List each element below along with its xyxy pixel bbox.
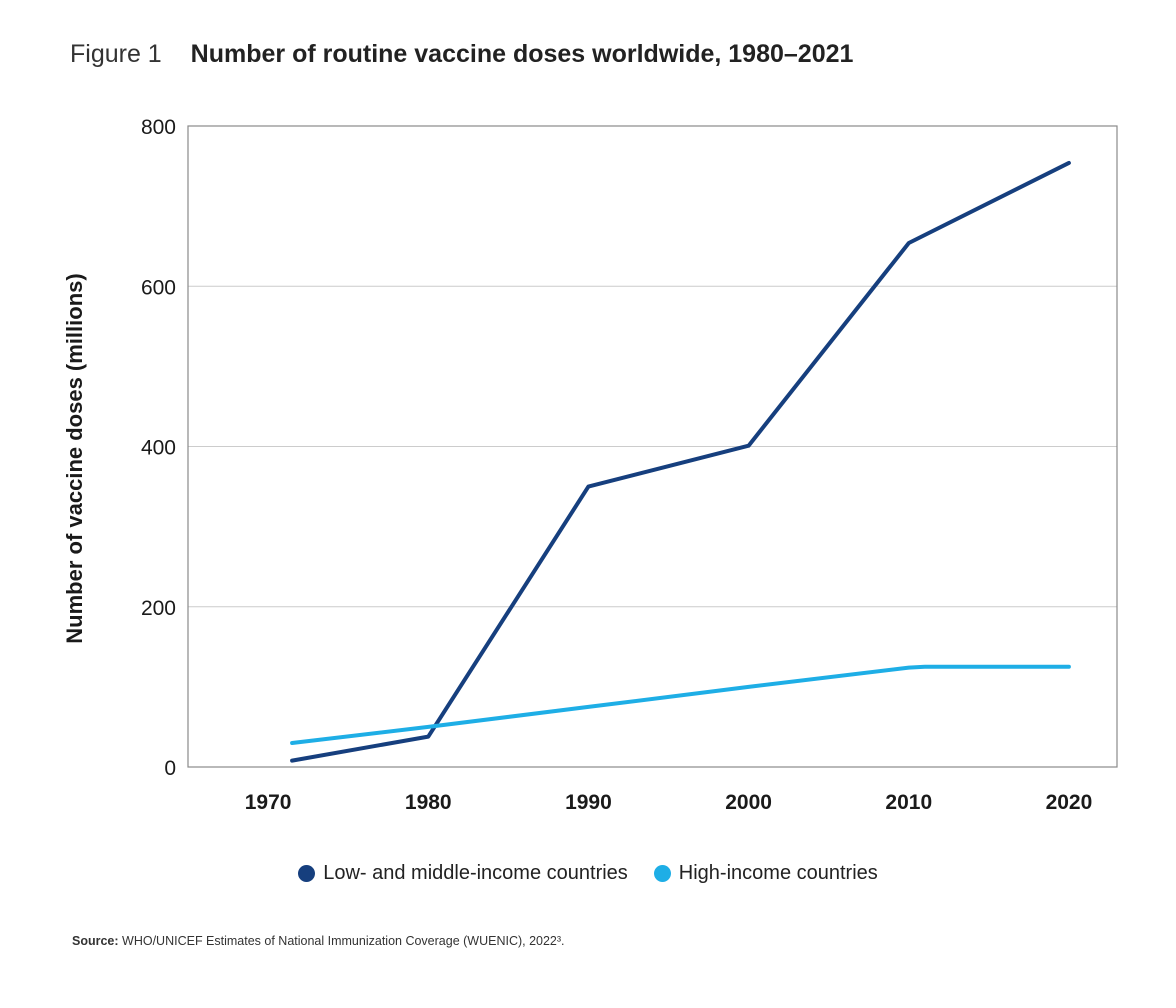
source-prefix: Source: bbox=[72, 934, 119, 948]
series-line-high-income bbox=[290, 664, 1071, 745]
figure-label: Figure 1 bbox=[70, 40, 162, 68]
source-text: WHO/UNICEF Estimates of National Immuniz… bbox=[122, 934, 565, 948]
x-tick-label-2010: 2010 bbox=[885, 791, 932, 814]
y-tick-label-200: 200 bbox=[141, 597, 176, 620]
y-tick-label-600: 600 bbox=[141, 276, 176, 299]
legend-dot-low-middle-icon bbox=[298, 865, 316, 882]
x-tick-label-2020: 2020 bbox=[1046, 791, 1093, 814]
figure-title: Number of routine vaccine doses worldwid… bbox=[190, 40, 854, 68]
source-note: Source: WHO/UNICEF Estimates of National… bbox=[72, 934, 565, 948]
series-line-low-middle-income bbox=[290, 160, 1071, 763]
x-tick-label-1980: 1980 bbox=[405, 791, 452, 814]
y-tick-label-400: 400 bbox=[141, 437, 176, 460]
legend-label-low-middle: Low- and middle-income countries bbox=[323, 862, 628, 884]
line-chart: 0 200 400 600 800 1970 1980 1990 2000 2010 2020 Num… bbox=[62, 116, 1118, 814]
legend-item-high: High-income countries bbox=[653, 862, 878, 885]
legend-label-high: High-income countries bbox=[678, 862, 878, 884]
legend: Low- and middle-income countries High-in… bbox=[0, 862, 1176, 885]
x-tick-label-1990: 1990 bbox=[565, 791, 612, 814]
legend-dot-high-icon bbox=[653, 865, 671, 882]
y-tick-label-0: 0 bbox=[164, 757, 176, 780]
y-axis-label: Number of vaccine doses (millions) bbox=[62, 273, 87, 643]
x-tick-label-2000: 2000 bbox=[725, 791, 772, 814]
x-tick-label-1970: 1970 bbox=[245, 791, 292, 814]
legend-item-low-middle: Low- and middle-income countries bbox=[298, 862, 628, 885]
plot-frame bbox=[187, 125, 1118, 768]
figure-title-row: Figure 1 Number of routine vaccine doses… bbox=[70, 40, 853, 69]
y-tick-label-800: 800 bbox=[141, 116, 176, 139]
